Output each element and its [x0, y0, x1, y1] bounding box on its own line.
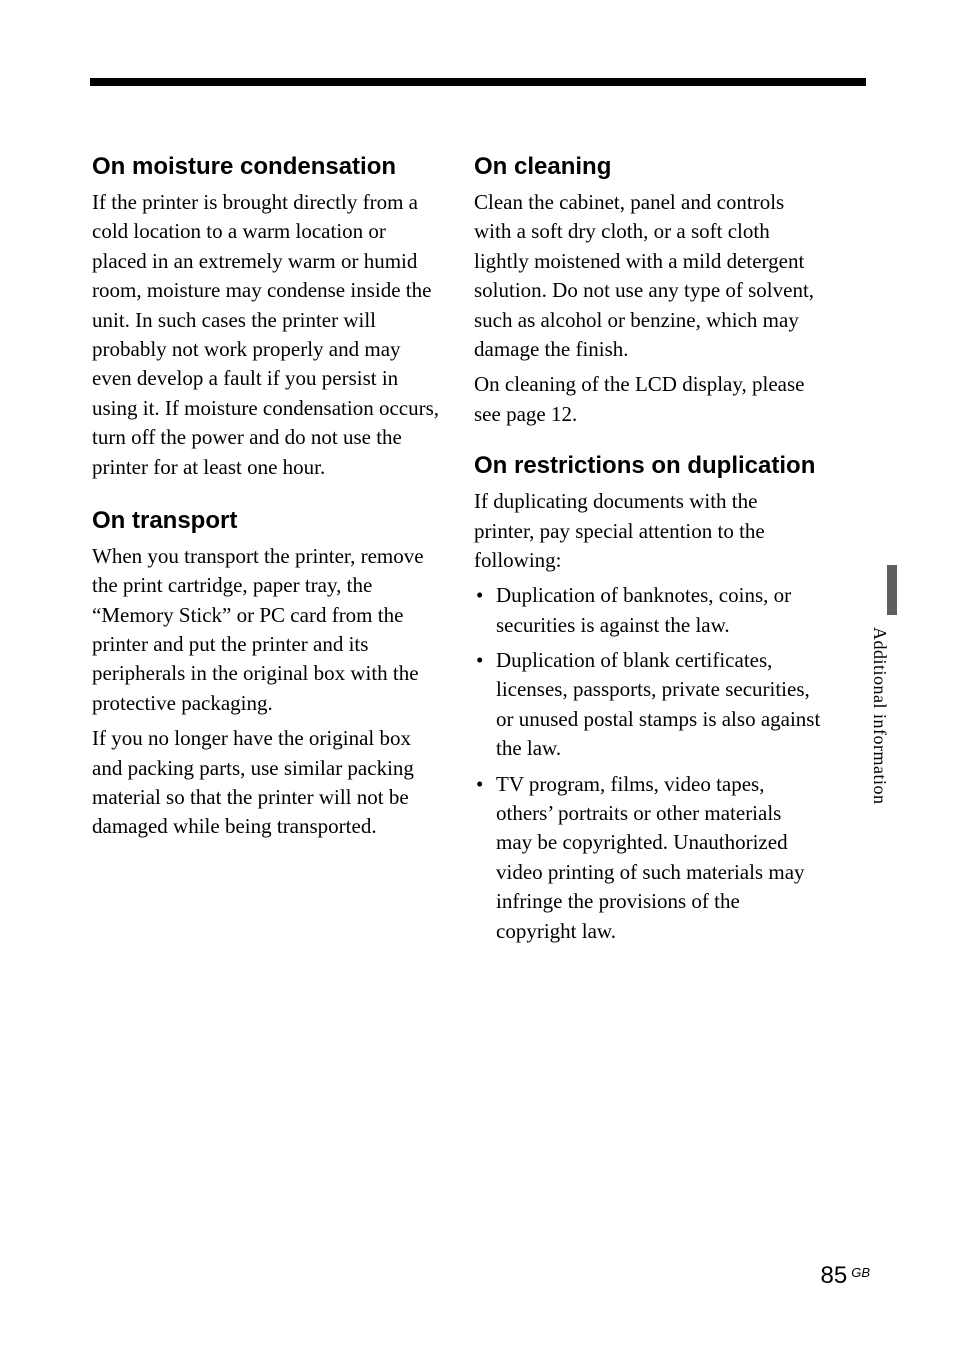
page-region: GB	[851, 1265, 870, 1280]
heading-transport: On transport	[92, 506, 440, 536]
list-item: Duplication of blank certificates, licen…	[474, 646, 822, 764]
restrictions-list: Duplication of banknotes, coins, or secu…	[474, 581, 822, 946]
paragraph-cleaning-1: Clean the cabinet, panel and controls wi…	[474, 188, 822, 364]
page-number: 85	[821, 1262, 848, 1289]
paragraph-moisture: If the printer is brought directly from …	[92, 188, 440, 482]
side-tab: Additional information	[869, 565, 897, 865]
heading-cleaning: On cleaning	[474, 152, 822, 182]
paragraph-cleaning-2: On cleaning of the LCD display, please s…	[474, 370, 822, 429]
list-item: TV program, films, video tapes, others’ …	[474, 770, 822, 946]
header-rule	[90, 78, 866, 86]
side-tab-label: Additional information	[869, 627, 890, 804]
paragraph-restrictions: If duplicating documents with the printe…	[474, 487, 822, 575]
paragraph-transport-2: If you no longer have the original box a…	[92, 724, 440, 842]
list-item: Duplication of banknotes, coins, or secu…	[474, 581, 822, 640]
page-footer: 85GB	[821, 1262, 871, 1290]
heading-restrictions: On restrictions on duplication	[474, 451, 822, 481]
heading-moisture: On moisture condensation	[92, 152, 440, 182]
left-column: On moisture condensation If the printer …	[92, 140, 440, 952]
paragraph-transport-1: When you transport the printer, remove t…	[92, 542, 440, 718]
content-area: On moisture condensation If the printer …	[92, 140, 822, 952]
side-tab-mark	[887, 565, 897, 615]
right-column: On cleaning Clean the cabinet, panel and…	[474, 140, 822, 952]
